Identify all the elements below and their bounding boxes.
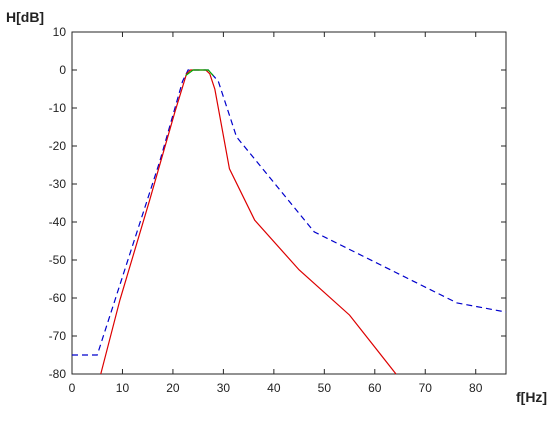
x-tick-label: 50 [318,381,332,395]
y-tick-label: -30 [49,177,67,191]
y-tick-label: -60 [49,291,67,305]
y-tick-label: -10 [49,101,67,115]
y-tick-label: -80 [49,367,67,381]
y-axis-label: H[dB] [6,9,44,25]
x-tick-label: 10 [116,381,130,395]
x-tick-label: 60 [368,381,382,395]
line-series [100,69,397,375]
x-tick-label: 70 [419,381,433,395]
y-tick-label: -20 [49,139,67,153]
y-tick-label: 0 [59,63,66,77]
y-tick-label: -40 [49,215,67,229]
y-tick-label: -70 [49,329,67,343]
x-tick-label: 0 [69,381,76,395]
plot-frame [71,31,507,375]
line-series [185,69,214,77]
y-tick-label: 10 [53,25,67,39]
x-tick-label: 20 [166,381,180,395]
x-tick-label: 30 [217,381,231,395]
x-axis-label: f[Hz] [516,389,547,405]
y-tick-label: -50 [49,253,67,267]
x-tick-label: 80 [469,381,483,395]
x-tick-label: 40 [267,381,281,395]
